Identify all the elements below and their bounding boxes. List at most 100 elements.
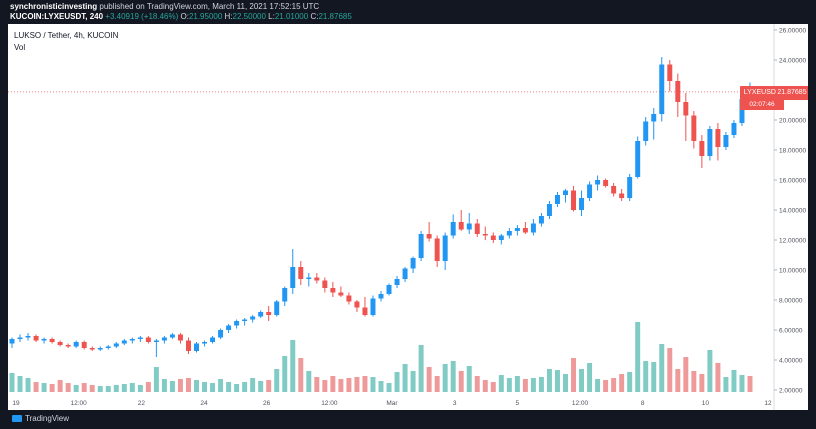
candle-body — [266, 312, 272, 315]
candle-body — [643, 121, 649, 141]
volume-bar — [266, 380, 272, 392]
candle-body — [667, 64, 673, 81]
volume-bar — [595, 379, 601, 392]
volume-bar — [691, 371, 697, 392]
candle-body — [579, 198, 585, 210]
price-tick-label: 14.00000 — [779, 208, 806, 215]
volume-bar — [145, 382, 151, 392]
candle-body — [530, 223, 536, 233]
candle-body — [538, 216, 544, 224]
candle-body — [129, 339, 135, 341]
volume-bar — [346, 378, 352, 392]
volume-bar — [699, 374, 705, 392]
volume-bar — [627, 372, 633, 392]
volume-bar — [65, 383, 71, 392]
price-tick-label: 8.00000 — [779, 298, 803, 305]
price-tick-label: 18.00000 — [779, 148, 806, 155]
volume-bar — [322, 380, 328, 392]
volume-bar — [450, 361, 456, 392]
candle-body — [554, 195, 560, 204]
ohlc-line: KUCOIN:LYXEUSDT, 240 +3.40919 (+18.46%) … — [10, 12, 352, 21]
candle-body — [298, 267, 304, 279]
series-legend-title[interactable]: LUKSO / Tether, 4h, KUCOIN — [14, 31, 119, 40]
volume-bar — [538, 377, 544, 392]
candle-body — [514, 228, 520, 231]
volume-bar — [49, 384, 55, 392]
volume-bar — [9, 373, 15, 392]
candle-body — [402, 268, 408, 279]
candle-body — [314, 277, 320, 281]
candle-body — [394, 279, 400, 285]
candle-body — [426, 234, 432, 239]
price-tick-label: 20.00000 — [779, 118, 806, 125]
brand-name: TradingView — [25, 414, 70, 423]
chart-pane[interactable]: 26.0000024.0000022.0000020.0000018.00000… — [8, 24, 808, 410]
volume-bar — [33, 382, 39, 392]
candle-body — [354, 301, 360, 308]
price-tick-label: 4.00000 — [779, 358, 803, 365]
volume-bar — [554, 370, 560, 392]
candle-body — [691, 115, 697, 141]
volume-bar — [306, 371, 312, 392]
candle-body — [362, 307, 368, 315]
volume-bar — [410, 371, 416, 392]
change-value: +3.40919 (+18.46%) — [105, 12, 179, 21]
volume-bars — [9, 322, 753, 392]
volume-bar — [651, 362, 657, 392]
volume-bar — [498, 375, 504, 392]
candle-body — [506, 231, 512, 236]
candle-body — [739, 99, 745, 123]
candle-body — [699, 141, 705, 156]
time-tick-label: Mar — [386, 400, 398, 407]
publication-line: synchronisticinvesting published on Trad… — [10, 2, 319, 11]
volume-bar — [41, 383, 47, 392]
candlestick-chart[interactable]: 26.0000024.0000022.0000020.0000018.00000… — [8, 24, 808, 410]
tradingview-icon — [12, 415, 22, 422]
volume-bar — [587, 363, 593, 392]
symbol-price-badge: LYXEUSDT — [740, 86, 784, 100]
volume-legend-label[interactable]: Vol — [14, 43, 26, 52]
volume-bar — [458, 371, 464, 392]
candle-body — [442, 235, 448, 261]
volume-bar — [250, 378, 256, 392]
candle-body — [723, 135, 729, 147]
candle-body — [659, 64, 665, 114]
volume-bar — [25, 378, 31, 392]
candle-body — [177, 334, 183, 341]
candle-body — [378, 294, 384, 299]
candle-body — [57, 342, 63, 345]
low-label: L: — [268, 12, 275, 21]
open-value: 21.95000 — [188, 12, 223, 21]
candle-body — [161, 337, 167, 341]
candle-body — [522, 228, 528, 233]
candle-body — [627, 177, 633, 198]
high-value: 22.50000 — [232, 12, 266, 21]
price-tick-label: 26.00000 — [779, 28, 806, 35]
candle-body — [683, 102, 689, 116]
candle-body — [450, 222, 456, 236]
candle-body — [410, 258, 416, 269]
time-axis[interactable]: 19 12:00 22 24 26 12:00 Mar 3 5 12:00 8 10 12 — [12, 400, 772, 407]
candle-body — [322, 280, 328, 288]
bar-countdown-badge: 02:07:46 — [740, 100, 784, 110]
volume-bar — [194, 380, 199, 392]
price-tick-label: 2.00000 — [779, 388, 803, 395]
candle-body — [218, 330, 224, 338]
candle-body — [635, 141, 641, 177]
volume-bar — [715, 363, 721, 392]
time-tick-label: 3 — [453, 400, 457, 407]
volume-bar — [530, 378, 536, 392]
candle-body — [546, 204, 552, 216]
published-text: published on TradingView.com, March 11, … — [99, 2, 320, 11]
candle-body — [97, 348, 103, 350]
candle-body — [33, 336, 39, 341]
candle-body — [466, 223, 472, 230]
candle-body — [338, 292, 344, 296]
candle-body — [121, 340, 127, 344]
candle-body — [194, 343, 199, 351]
time-tick-label: 12:00 — [572, 400, 589, 407]
candle-body — [274, 301, 280, 315]
volume-bar — [362, 376, 368, 392]
volume-bar — [153, 367, 159, 392]
price-axis[interactable]: 26.0000024.0000022.0000020.0000018.00000… — [773, 24, 806, 410]
